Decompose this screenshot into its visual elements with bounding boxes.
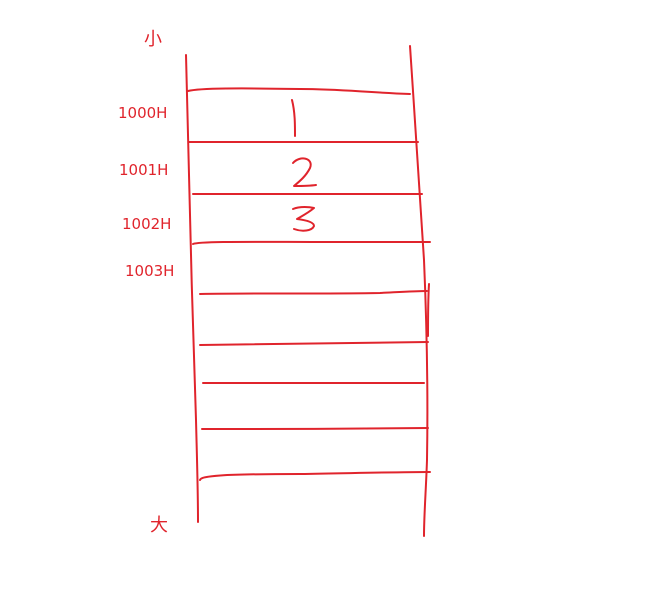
address-label: 1000H (118, 104, 168, 122)
cell-divider (199, 290, 428, 295)
cell-divider (199, 341, 429, 346)
cell-value-3 (292, 206, 315, 232)
cell-value-1 (291, 99, 296, 137)
cell-divider (192, 240, 431, 245)
cell-divider (199, 471, 431, 481)
cell-value-2 (292, 157, 317, 187)
direction-label-big: 大 (150, 515, 168, 536)
memory-right-wall (409, 45, 429, 537)
memory-left-wall (185, 54, 199, 523)
memory-right-wall-fragment (427, 283, 430, 337)
direction-label-small: 小 (144, 29, 162, 50)
cell-divider (187, 87, 411, 95)
cell-divider (201, 427, 429, 430)
address-label: 1002H (122, 215, 172, 233)
address-label: 1003H (125, 262, 175, 280)
address-label: 1001H (119, 161, 169, 179)
